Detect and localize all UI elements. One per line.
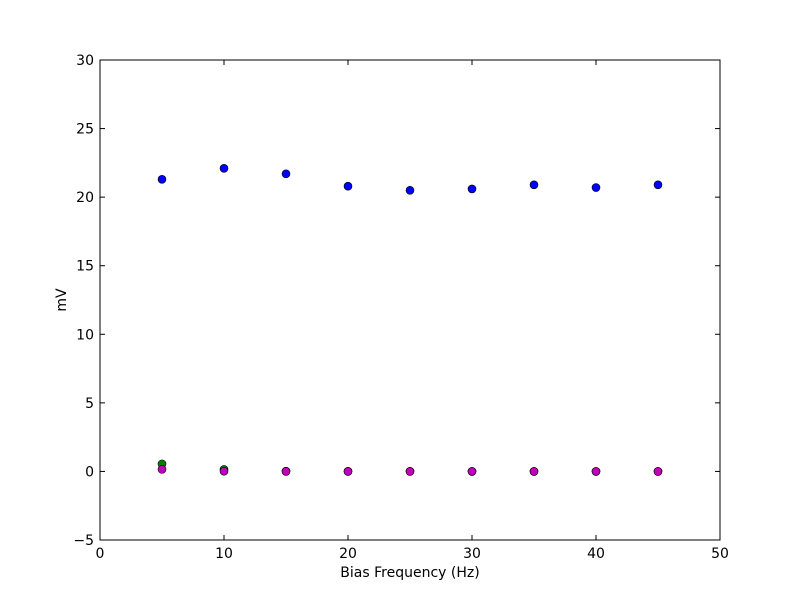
y-tick-label: 20 <box>76 190 94 206</box>
data-point-series-3 <box>591 467 601 476</box>
data-point-series-1 <box>281 169 291 179</box>
data-point-series-1 <box>343 181 353 191</box>
data-point-series-1 <box>467 184 477 194</box>
data-point-series-1 <box>591 183 601 192</box>
data-point-series-1 <box>219 164 229 173</box>
y-tick-label: 5 <box>85 396 94 412</box>
y-tick-label: 0 <box>85 464 94 480</box>
y-tick-label: 10 <box>76 327 94 343</box>
data-point-series-3 <box>219 466 229 476</box>
data-point-series-1 <box>405 185 415 195</box>
x-tick-label: 20 <box>339 546 357 562</box>
y-tick-label: 30 <box>76 53 94 69</box>
data-point-series-3 <box>343 467 353 476</box>
data-point-series-3 <box>529 467 539 476</box>
y-tick-label: 15 <box>76 259 94 275</box>
x-tick-label: 30 <box>463 546 481 562</box>
data-point-series-3 <box>281 467 291 476</box>
data-points <box>157 164 663 476</box>
x-tick-label: 10 <box>215 546 233 562</box>
y-tick-label: 25 <box>76 122 94 138</box>
x-tick-label: 50 <box>711 546 729 562</box>
y-tick-label: −5 <box>73 533 94 549</box>
data-point-series-3 <box>653 467 663 476</box>
data-point-series-1 <box>653 180 663 190</box>
data-point-series-3 <box>157 465 167 474</box>
data-point-series-1 <box>529 180 539 190</box>
x-axis-label: Bias Frequency (Hz) <box>340 565 479 581</box>
x-tick-label: 40 <box>587 546 605 562</box>
x-tick-label: 0 <box>96 546 105 562</box>
y-axis-label: mV <box>54 288 70 312</box>
data-point-series-3 <box>467 467 477 476</box>
plot-frame <box>99 59 721 541</box>
data-point-series-1 <box>157 175 167 184</box>
data-point-series-3 <box>405 467 415 476</box>
